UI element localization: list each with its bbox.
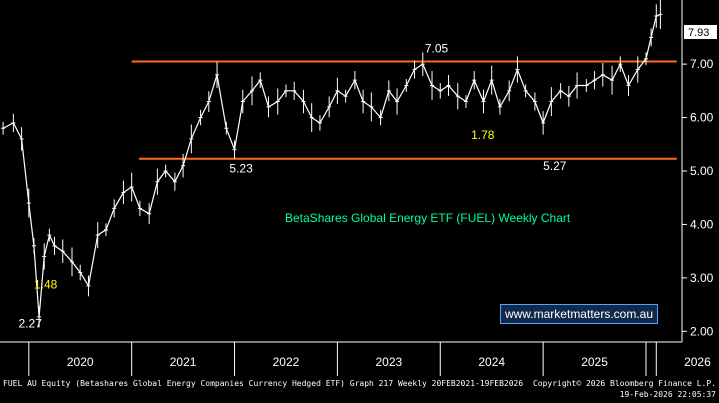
support-resistance-lines (131, 60, 677, 160)
y-tick-label: 6.00 (690, 111, 714, 125)
annotation-label: 7.05 (425, 41, 449, 55)
year-label: 2021 (170, 355, 197, 369)
footer-timestamp: 19-Feb-2026 22:05:37 (619, 390, 716, 399)
year-label: 2025 (581, 355, 608, 369)
price-series (1, 0, 663, 328)
year-label: 2020 (67, 355, 94, 369)
watermark-link[interactable]: www.marketmatters.com.au (500, 304, 658, 324)
year-label: 2026 (684, 355, 711, 369)
chart-title: BetaShares Global Energy ETF (FUEL) Week… (285, 211, 571, 225)
y-axis: 2.00 3.00 4.00 5.00 6.00 7.00 (682, 57, 714, 338)
year-label: 2024 (478, 355, 505, 369)
annotation-label: 1.78 (471, 128, 495, 142)
y-tick-label: 5.00 (690, 164, 714, 178)
annotation-label: 8.00 (642, 0, 666, 3)
year-dividers (28, 342, 657, 376)
annotation-label: 1.48 (34, 278, 58, 292)
last-price-label: 7.93 (688, 27, 709, 39)
y-tick-label: 3.00 (690, 271, 714, 285)
annotation-label: 5.23 (229, 162, 253, 176)
x-axis-year-labels: 2020 2021 2022 2023 2024 2025 2026 (67, 355, 711, 369)
last-price-badge: 7.93 (684, 25, 717, 39)
y-tick-label: 4.00 (690, 217, 714, 231)
year-label: 2022 (273, 355, 300, 369)
chart-annotations: 8.00 7.05 5.23 5.27 2.27 1.48 1.78 (19, 0, 666, 331)
year-label: 2023 (375, 355, 402, 369)
footer: FUEL AU Equity (Betashares Global Energy… (0, 376, 719, 403)
footer-copyright: Copyright© 2026 Bloomberg Finance L.P. (532, 379, 716, 388)
annotation-label: 5.27 (543, 159, 567, 173)
footer-security-info: FUEL AU Equity (Betashares Global Energy… (3, 379, 524, 388)
annotation-label: 2.27 (19, 317, 43, 331)
y-tick-label: 2.00 (690, 324, 714, 338)
y-tick-label: 7.00 (690, 57, 714, 71)
